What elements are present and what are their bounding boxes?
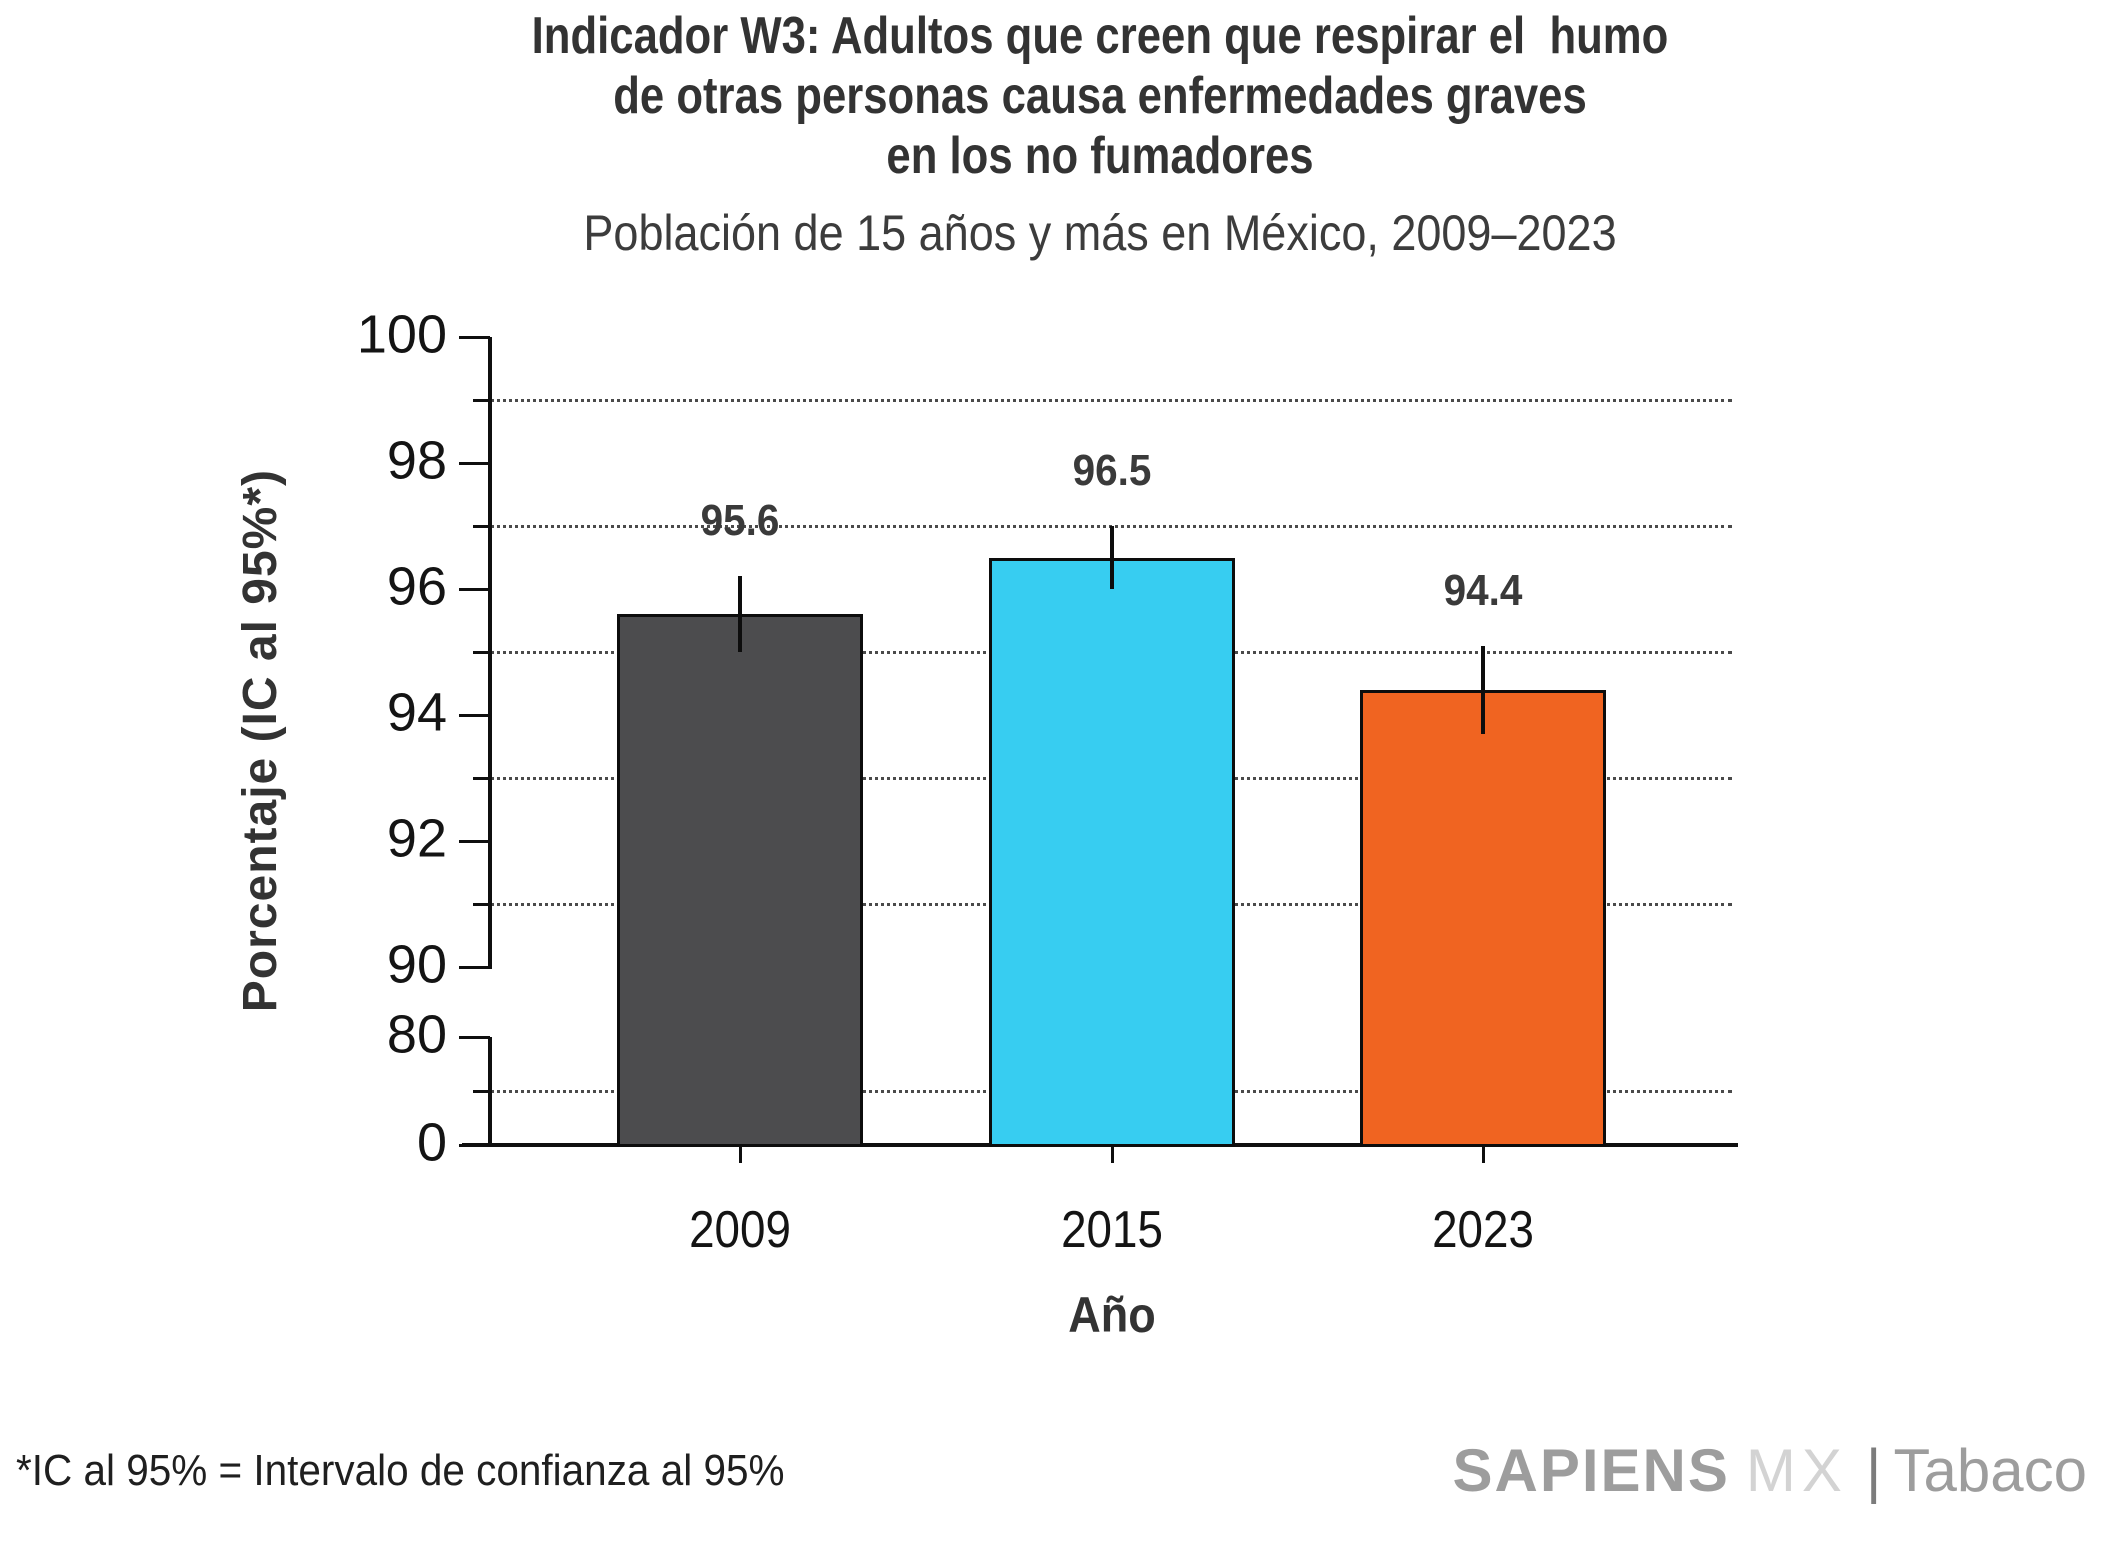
y-tick-label: 90 (386, 934, 447, 995)
x-tick (1110, 1147, 1114, 1163)
y-minor-tick (473, 525, 490, 528)
y-major-tick (459, 336, 490, 339)
x-tick-label: 2009 (689, 1201, 791, 1259)
chart-title: Indicador W3: Adultos que creen que resp… (95, 6, 2105, 186)
y-major-tick (459, 462, 490, 465)
error-bar-2009 (738, 576, 742, 652)
y-tick-label: 92 (386, 808, 447, 869)
x-tick-label: 2015 (1061, 1201, 1163, 1259)
footnote: *IC al 95% = Intervalo de confianza al 9… (16, 1446, 785, 1495)
bar-2023 (1360, 689, 1606, 1147)
y-axis-line-bottom (488, 1037, 492, 1147)
y-tick-label: 80 (386, 1004, 447, 1065)
logo-tabaco: Tabaco (1893, 1437, 2087, 1504)
y-minor-tick (473, 1090, 490, 1093)
chart-subtitle: Población de 15 años y más en México, 20… (583, 205, 1617, 261)
x-tick-label: 2023 (1432, 1201, 1534, 1259)
brand-logo: SAPIENS MX | Tabaco (1453, 1436, 2088, 1505)
y-tick-label: 94 (386, 682, 447, 743)
error-bar-2023 (1481, 645, 1485, 734)
error-bar-2015 (1110, 526, 1114, 589)
y-major-tick (459, 840, 490, 843)
bar-2009 (617, 614, 863, 1147)
x-tick (1481, 1147, 1485, 1163)
bar-value-label: 94.4 (1443, 565, 1523, 615)
x-axis-title: Año (1068, 1287, 1156, 1343)
y-major-tick (459, 1036, 490, 1039)
chart-title-line-3: en los no fumadores (886, 127, 1314, 185)
y-minor-tick (473, 777, 490, 780)
y-tick-label: 98 (386, 430, 447, 491)
logo-mx: MX (1745, 1437, 1848, 1504)
y-tick-label: 0 (416, 1112, 447, 1173)
y-major-tick (459, 714, 490, 717)
y-major-tick (459, 966, 490, 969)
minor-gridline (490, 399, 1732, 402)
chart-title-line-1: Indicador W3: Adultos que creen que resp… (531, 7, 1669, 65)
logo-separator: | (1865, 1437, 1882, 1504)
bar-2015 (989, 557, 1235, 1147)
logo-sapiens: SAPIENS (1452, 1437, 1730, 1504)
y-minor-tick (473, 651, 490, 654)
x-tick (738, 1147, 742, 1163)
y-major-tick (459, 588, 490, 591)
y-minor-tick (473, 903, 490, 906)
bar-value-label: 96.5 (1072, 446, 1152, 495)
chart-title-line-2: de otras personas causa enfermedades gra… (613, 67, 1587, 125)
y-minor-tick (473, 399, 490, 402)
bar-value-label: 95.6 (700, 496, 780, 546)
y-axis-line-top (488, 337, 492, 969)
y-tick-label: 96 (386, 556, 447, 617)
y-tick-label: 100 (356, 304, 447, 365)
